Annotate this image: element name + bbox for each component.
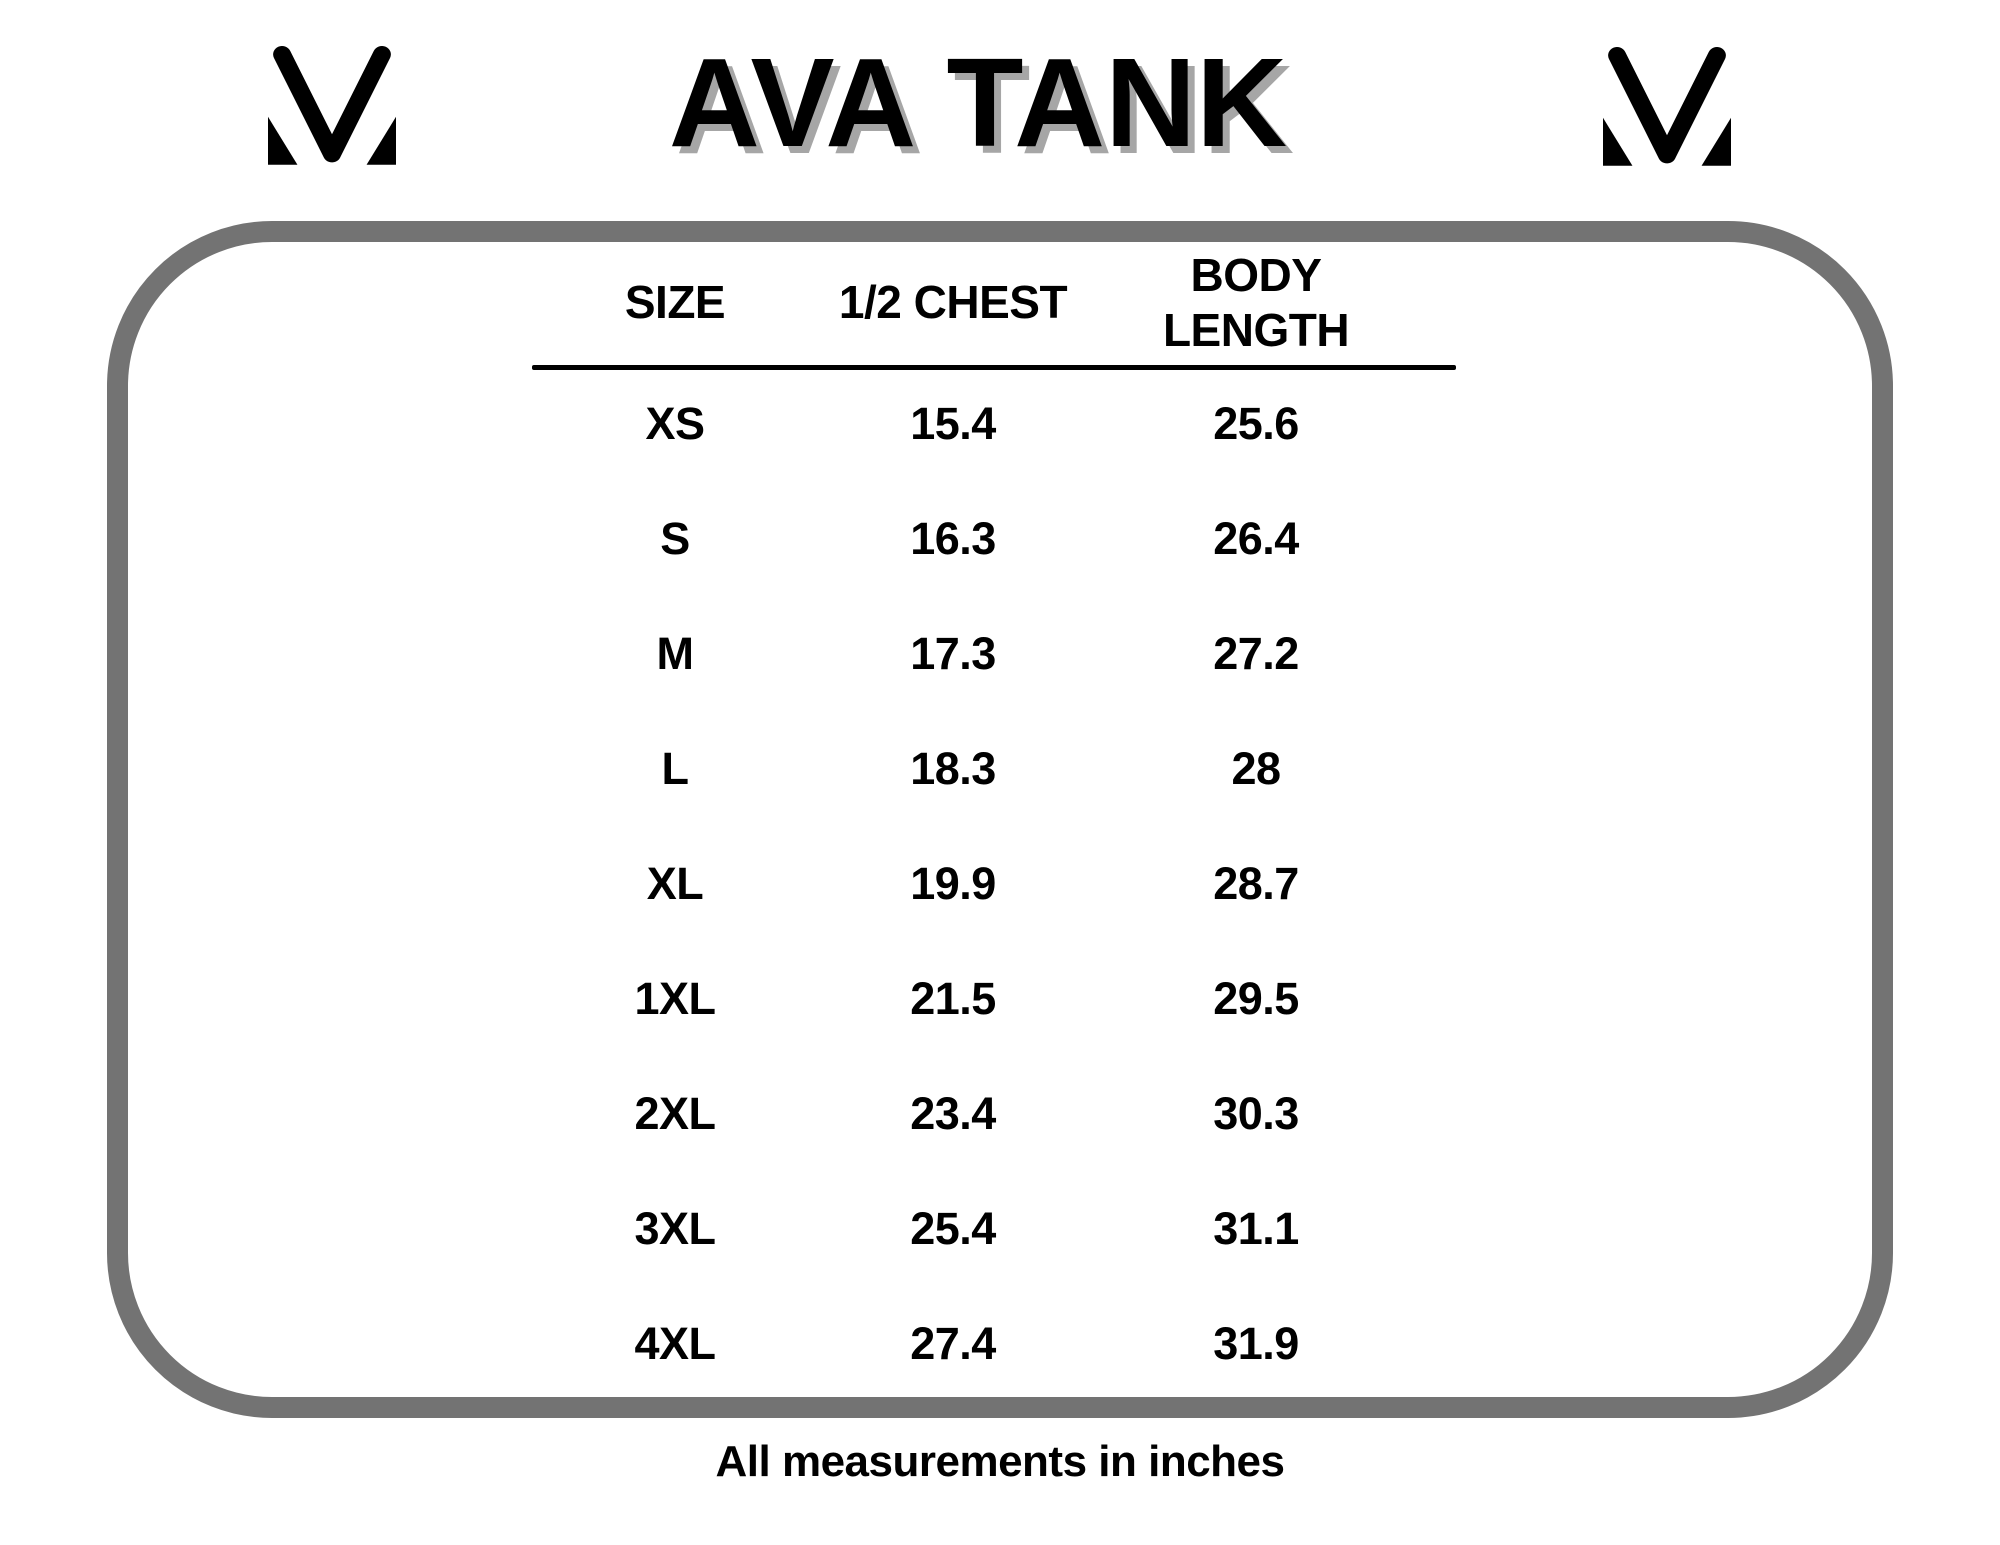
- table-row: S 16.3 26.4: [530, 481, 1426, 596]
- table-row: 3XL 25.4 31.1: [530, 1171, 1426, 1286]
- size-table-body: XS 15.4 25.6 S 16.3 26.4 M 17.3 27.2 L 1…: [530, 366, 1426, 1401]
- half-chest-cell: 15.4: [910, 397, 996, 449]
- size-cell: M: [656, 627, 695, 679]
- body-length-cell: 28: [1231, 742, 1281, 794]
- size-cell: XL: [646, 857, 704, 909]
- size-cell: L: [661, 742, 690, 794]
- size-cell: 2XL: [634, 1087, 716, 1139]
- body-length-cell: 30.3: [1213, 1087, 1299, 1139]
- size-cell: XS: [645, 397, 705, 449]
- table-row: L 18.3 28: [530, 711, 1426, 826]
- half-chest-cell: 27.4: [910, 1317, 996, 1369]
- body-length-cell: 27.2: [1213, 627, 1299, 679]
- logo-right-triangle: [1701, 117, 1731, 166]
- footer-note: All measurements in inches: [715, 1437, 1286, 1486]
- size-table-header: SIZE 1/2 CHEST BODY LENGTH: [530, 240, 1426, 366]
- column-header-half-chest: 1/2 CHEST: [838, 276, 1068, 329]
- table-row: M 17.3 27.2: [530, 596, 1426, 711]
- table-row: 1XL 21.5 29.5: [530, 941, 1426, 1056]
- half-chest-cell: 17.3: [910, 627, 996, 679]
- size-cell: 4XL: [634, 1317, 716, 1369]
- logo-right-triangle: [366, 116, 396, 165]
- logo-left-triangle: [1603, 117, 1633, 166]
- mv-monogram-logo: [1603, 47, 1731, 167]
- column-header-size: SIZE: [624, 276, 726, 329]
- size-cell: S: [660, 512, 690, 564]
- half-chest-cell: 23.4: [910, 1087, 996, 1139]
- table-row: 2XL 23.4 30.3: [530, 1056, 1426, 1171]
- table-row: XL 19.9 28.7: [530, 826, 1426, 941]
- rounded-frame-border: [107, 221, 1893, 1418]
- size-cell: 1XL: [634, 972, 716, 1024]
- body-length-cell: 25.6: [1213, 397, 1299, 449]
- body-length-cell: 31.1: [1213, 1202, 1299, 1254]
- page-title: AVA TANK: [668, 32, 1288, 173]
- table-row: XS 15.4 25.6: [530, 366, 1426, 481]
- half-chest-cell: 16.3: [910, 512, 996, 564]
- table-row: 4XL 27.4 31.9: [530, 1286, 1426, 1401]
- column-header-body-length: BODY LENGTH: [1162, 248, 1350, 356]
- half-chest-cell: 25.4: [910, 1202, 996, 1254]
- body-length-cell: 28.7: [1213, 857, 1299, 909]
- size-cell: 3XL: [634, 1202, 716, 1254]
- logo-v-stroke: [1608, 47, 1726, 164]
- logo-v-stroke: [273, 46, 391, 163]
- header-divider-line: [532, 365, 1456, 370]
- body-length-cell: 26.4: [1213, 512, 1299, 564]
- body-length-cell: 29.5: [1213, 972, 1299, 1024]
- half-chest-cell: 19.9: [910, 857, 996, 909]
- half-chest-cell: 21.5: [910, 972, 996, 1024]
- size-table: SIZE 1/2 CHEST BODY LENGTH XS 15.4 25.6 …: [530, 240, 1426, 1401]
- half-chest-cell: 18.3: [910, 742, 996, 794]
- mv-monogram-logo: [268, 46, 396, 166]
- logo-left-triangle: [268, 116, 298, 165]
- body-length-cell: 31.9: [1213, 1317, 1299, 1369]
